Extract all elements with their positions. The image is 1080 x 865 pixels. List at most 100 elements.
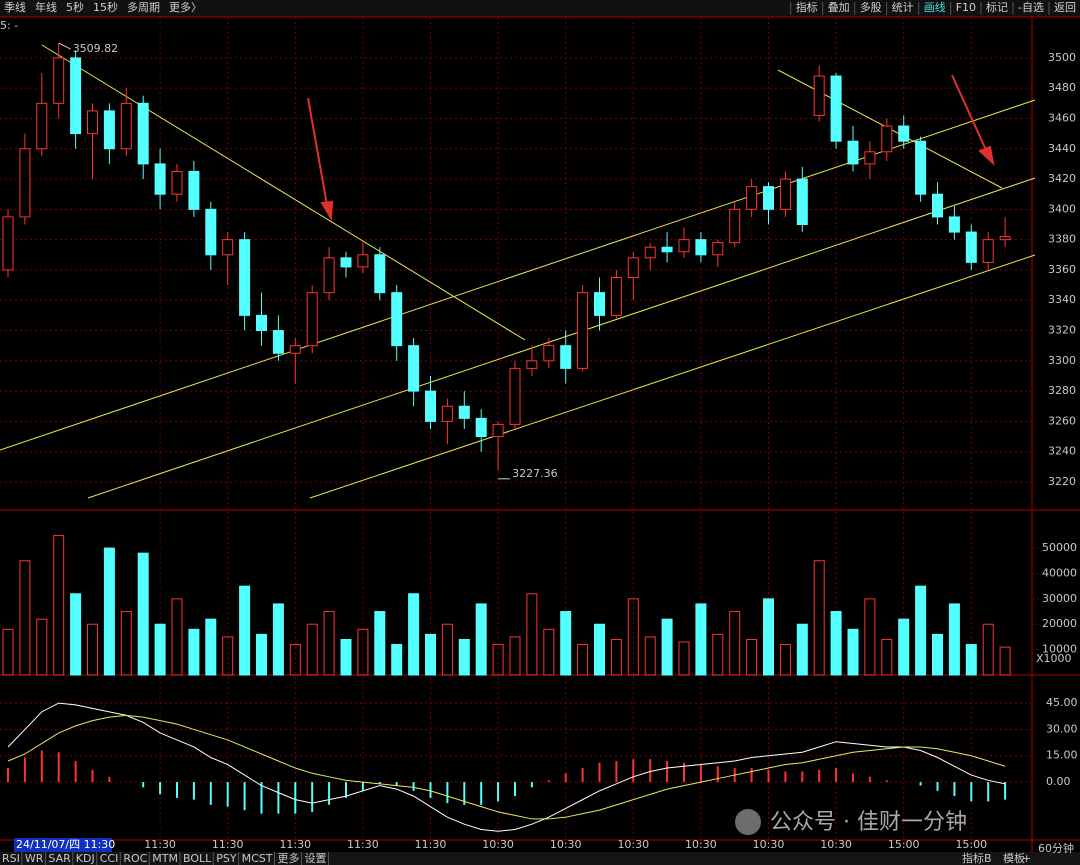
toolbar-item[interactable]: 更多〉 [169,0,202,14]
y-tick-label: 3360 [1048,263,1076,276]
candle-body [644,246,656,259]
bottom-tab[interactable]: CCI [100,852,119,865]
volume-bar [137,552,149,676]
volume-bar [374,611,386,676]
volume-bar [678,641,690,676]
bottom-tab[interactable]: SAR [48,852,71,865]
candle-body [306,292,318,347]
volume-bar [779,644,791,676]
y-tick-label: 45.00 [1046,696,1078,709]
y-tick-label: 3280 [1048,384,1076,397]
y-tick-label: 3260 [1048,414,1076,427]
volume-bar [19,560,31,676]
y-tick-label: 3320 [1048,324,1076,337]
trend-line [41,44,526,341]
toolbar-item[interactable]: 统计 [892,1,914,14]
toolbar-item[interactable]: 叠加 [828,1,850,14]
candle-body [475,417,487,438]
bottom-right-item[interactable]: 模板 [1003,851,1025,865]
candle-body [391,292,403,347]
bottom-tab[interactable]: 设置 [305,852,327,865]
bottom-tab[interactable]: RSI [2,852,20,865]
arrow [951,74,987,151]
volume-bar [272,603,284,676]
volume-bar [695,603,707,676]
volume-bar [712,633,724,676]
volume-bar [610,638,622,676]
volume-bar [441,623,453,676]
candle-body [982,239,994,263]
bottom-tab[interactable]: WR [25,852,44,865]
volume-bar [982,623,994,676]
candle-body [36,102,48,150]
volume-bar [391,644,403,676]
candle-body [661,246,673,253]
y-tick-label: 20000 [1042,617,1077,630]
toolbar-item[interactable]: 指标 [796,0,818,14]
candle-body [2,216,14,271]
x-tick-label: 11:30 [415,838,447,851]
volume-bar [70,593,82,676]
candle-body [864,151,876,165]
toolbar-item[interactable]: 5秒 [66,0,84,14]
bottom-right-item[interactable]: 60分钟 [1038,841,1074,855]
volume-bar [965,644,977,676]
volume-bar [813,560,825,676]
candle-body [932,193,943,218]
toolbar-item[interactable]: 画线 [924,0,946,14]
y-tick-label: 3240 [1048,445,1076,458]
bottom-tab[interactable]: BOLL [183,852,212,865]
candle-body [171,170,183,195]
candle-body [222,239,234,256]
toolbar-item[interactable]: F10 [956,1,976,14]
volume-bar [36,618,48,676]
candle-body [763,186,774,210]
toolbar-item[interactable]: 15秒 [93,0,118,14]
bottom-tab[interactable]: 更多 [278,851,300,865]
x-tick-label: 10:30 [550,838,582,851]
toolbar-item[interactable]: 多股 [860,0,882,14]
candle-body [898,125,910,142]
candle-body [746,186,758,210]
bottom-bar [0,852,1080,865]
toolbar-item[interactable]: 标记 [986,0,1008,14]
candle-body [729,208,741,244]
bottom-tab[interactable]: PSY [216,852,237,865]
volume-bar [543,628,555,676]
bottom-tab[interactable]: KDJ [76,852,95,865]
candle-body [830,75,842,142]
candle-body [188,170,200,210]
x-tick-label: 15:00 [888,838,920,851]
annotation-pointer [58,42,71,50]
toolbar-item[interactable]: 年线 [35,0,57,14]
watermark: 公众号 · 佳财一分钟 [770,810,967,835]
candle-body [948,216,960,233]
candle-body [915,140,927,195]
toolbar-item[interactable]: 多周期 [127,0,160,14]
y-tick-label: 50000 [1042,541,1077,554]
bottom-tab[interactable]: ROC [123,852,147,865]
candle-body [374,254,386,294]
volume-bar [577,644,589,676]
macd-line [7,702,1006,832]
bottom-right-item[interactable]: 指标B [962,851,992,865]
bottom-right-item[interactable]: + [1022,852,1031,865]
bottom-tab[interactable]: MCST [242,852,273,865]
high-annotation: 3509.82 [73,42,119,55]
toolbar-item[interactable]: -自选 [1018,1,1044,14]
bottom-tab[interactable]: MTM [152,852,178,865]
volume-bar [357,628,369,676]
candle-body [458,405,470,419]
x-tick-label: 11:30 [279,838,311,851]
volume-bar [830,611,842,676]
y-tick-label: 3440 [1048,142,1076,155]
toolbar-item[interactable]: 返回 [1054,1,1076,14]
toolbar-item[interactable]: 季线 [4,0,26,14]
candle-body [594,292,605,316]
candle-body [526,360,538,369]
volume-bar [340,638,352,676]
candle-body [154,163,166,195]
volume-bar [796,623,808,676]
toolbar [0,0,1080,17]
